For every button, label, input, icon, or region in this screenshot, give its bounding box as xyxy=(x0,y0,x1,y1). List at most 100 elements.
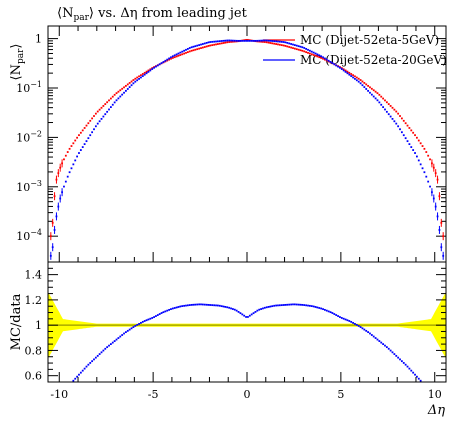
upper-point-blue xyxy=(160,62,163,65)
ratio-point-blue xyxy=(91,360,94,363)
ratio-point-blue xyxy=(102,349,105,352)
ratio-point-blue xyxy=(282,304,285,306)
upper-point-red xyxy=(211,44,214,47)
upper-point-red xyxy=(215,43,217,46)
upper-point-blue xyxy=(218,40,221,43)
upper-point-blue xyxy=(91,131,94,134)
upper-point-blue xyxy=(128,86,131,88)
ratio-layer: 0.6 0.8 1 1.2 1.4 xyxy=(25,267,446,383)
upper-point-blue xyxy=(370,93,373,96)
ratio-point-blue xyxy=(331,312,334,314)
upper-point-blue xyxy=(402,134,405,137)
upper-point-red xyxy=(290,46,293,49)
ratio-point-blue xyxy=(186,304,189,307)
upper-point-red xyxy=(70,145,73,147)
upper-point-blue xyxy=(170,56,172,59)
ratio-point-blue xyxy=(239,312,242,315)
upper-point-red xyxy=(410,129,413,132)
ratio-point-blue xyxy=(134,325,137,327)
ratio-point-blue xyxy=(78,373,80,376)
upper-point-blue xyxy=(140,76,142,79)
ratio-point-blue xyxy=(173,307,176,309)
upper-point-blue xyxy=(66,175,69,178)
upper-point-red xyxy=(434,172,437,175)
upper-point-blue xyxy=(252,39,255,42)
upper-point-blue xyxy=(365,88,368,90)
upper-point-red xyxy=(128,82,131,84)
ratio-point-blue xyxy=(160,312,163,314)
upper-point-red xyxy=(267,41,270,44)
upper-point-blue xyxy=(194,45,197,48)
ratio-point-blue xyxy=(171,307,174,310)
upper-point-red xyxy=(140,74,142,77)
ratio-point-blue xyxy=(400,360,403,363)
ratio-point-blue xyxy=(188,304,191,306)
upper-point-red xyxy=(369,86,371,89)
ratio-point-blue xyxy=(267,306,270,308)
upper-point-red xyxy=(49,235,52,238)
ratio-point-blue xyxy=(393,353,396,355)
ratio-ylabel: MC/data xyxy=(9,293,24,350)
upper-point-red xyxy=(357,77,360,80)
ratio-point-blue xyxy=(269,305,272,308)
ratio-point-blue xyxy=(286,303,289,306)
upper-point-red xyxy=(361,80,364,83)
upper-point-blue xyxy=(200,43,202,46)
ratio-y-tick-label: 1 xyxy=(35,319,42,332)
upper-point-blue xyxy=(318,54,321,57)
upper-point-red xyxy=(406,124,409,127)
upper-point-blue xyxy=(245,39,247,42)
chart-title: ⟨Npar⟩ vs. Δη from leading jet xyxy=(57,6,248,23)
upper-point-red xyxy=(376,92,379,95)
upper-point-red xyxy=(132,79,135,81)
ratio-point-blue xyxy=(295,303,298,306)
upper-point-red xyxy=(412,131,415,134)
ratio-point-blue xyxy=(399,358,401,361)
ratio-point-blue xyxy=(121,334,124,336)
ratio-y-tick-label: 0.8 xyxy=(25,344,43,357)
upper-point-red xyxy=(295,48,298,51)
upper-point-blue xyxy=(250,39,253,42)
upper-point-red xyxy=(63,158,65,161)
upper-point-blue xyxy=(192,45,195,48)
ratio-point-blue xyxy=(352,321,354,324)
upper-point-red xyxy=(395,110,398,113)
upper-point-blue xyxy=(53,229,56,231)
upper-point-blue xyxy=(70,167,73,170)
upper-point-blue xyxy=(190,46,193,49)
upper-point-blue xyxy=(196,44,199,47)
ratio-point-blue xyxy=(406,365,409,368)
upper-point-blue xyxy=(141,75,144,77)
upper-point-red xyxy=(399,115,401,117)
upper-point-red xyxy=(389,105,392,107)
ratio-point-blue xyxy=(85,365,88,368)
upper-point-red xyxy=(109,97,112,100)
upper-point-red xyxy=(316,55,319,58)
upper-point-blue xyxy=(380,103,383,106)
upper-point-blue xyxy=(389,115,392,118)
upper-y-tick-label: 1 xyxy=(35,33,42,46)
upper-point-red xyxy=(230,40,232,43)
upper-point-blue xyxy=(134,80,137,83)
upper-point-blue xyxy=(168,57,170,60)
ratio-point-blue xyxy=(224,306,227,308)
upper-point-red xyxy=(66,151,69,153)
upper-point-blue xyxy=(217,40,219,43)
ratio-point-blue xyxy=(288,303,291,306)
upper-point-blue xyxy=(153,66,155,69)
ratio-point-blue xyxy=(329,311,332,314)
ratio-point-blue xyxy=(151,317,154,319)
ratio-point-blue xyxy=(365,329,368,332)
upper-point-blue xyxy=(425,175,428,178)
ratio-point-blue xyxy=(275,304,277,307)
upper-point-blue xyxy=(93,128,95,131)
ratio-point-blue xyxy=(273,304,276,307)
ratio-point-blue xyxy=(417,377,420,380)
ratio-point-blue xyxy=(132,326,135,328)
upper-point-red xyxy=(121,87,124,90)
ratio-point-blue xyxy=(348,320,351,322)
upper-point-blue xyxy=(164,59,167,62)
upper-point-blue xyxy=(85,140,88,143)
ratio-point-blue xyxy=(245,316,247,318)
ratio-point-blue xyxy=(205,303,208,306)
